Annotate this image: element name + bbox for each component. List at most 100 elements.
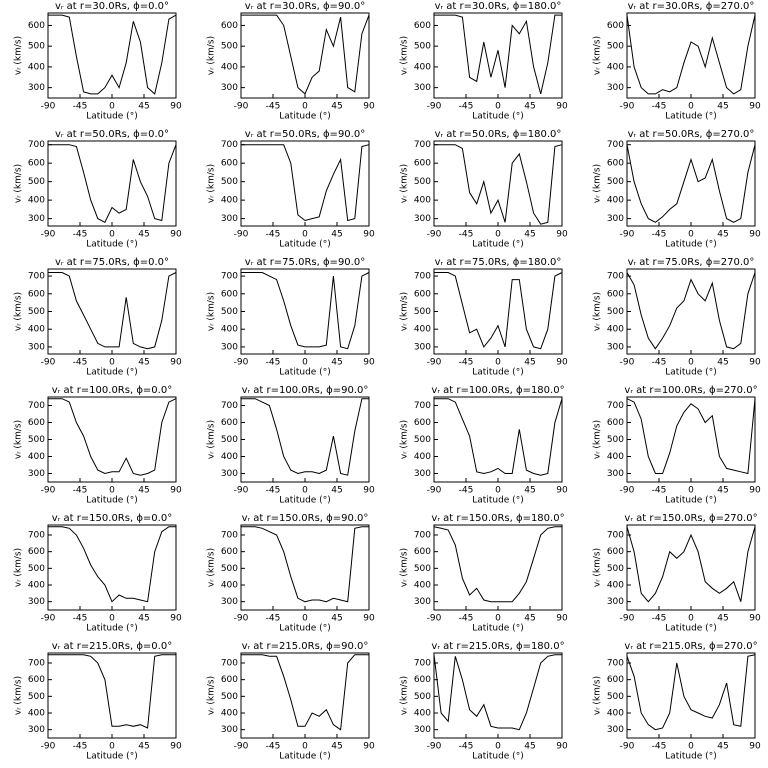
y-tick-label: 700 (607, 401, 624, 411)
chart-title: vᵣ at r=150.0Rs, ϕ=0.0° (52, 513, 172, 524)
y-axis-label: vᵣ (km/s) (14, 676, 24, 715)
x-tick-label: -45 (652, 230, 667, 240)
x-axis-label: Latitude (°) (472, 368, 523, 378)
x-axis-label: Latitude (°) (86, 624, 137, 634)
y-tick-label: 600 (28, 547, 45, 557)
y-tick-label: 600 (414, 547, 431, 557)
y-tick-label: 700 (221, 140, 238, 150)
y-tick-label: 500 (607, 564, 624, 574)
chart-title: vᵣ at r=215.0Rs, ϕ=270.0° (624, 641, 757, 652)
y-tick-label: 400 (607, 196, 624, 206)
y-axis-label: vᵣ (km/s) (14, 292, 24, 331)
x-tick-label: -90 (234, 486, 249, 496)
x-axis-label: Latitude (°) (472, 624, 523, 634)
x-tick-label: -45 (73, 230, 88, 240)
x-tick-label: -45 (459, 486, 474, 496)
y-tick-label: 400 (607, 325, 624, 335)
x-tick-label: 90 (363, 358, 375, 368)
y-tick-label: 400 (607, 581, 624, 591)
y-tick-label: 700 (414, 531, 431, 541)
y-tick-label: 700 (28, 140, 45, 150)
y-tick-label: 600 (414, 159, 431, 169)
y-tick-label: 400 (221, 581, 238, 591)
data-line (48, 14, 177, 95)
y-tick-label: 400 (607, 452, 624, 462)
x-tick-label: 45 (717, 358, 728, 368)
x-tick-label: 90 (556, 742, 568, 752)
y-tick-label: 300 (414, 83, 431, 93)
y-tick-label: 300 (607, 469, 624, 479)
data-line (626, 272, 756, 350)
y-tick-label: 300 (221, 469, 238, 479)
plot-frame (433, 140, 563, 227)
y-tick-label: 300 (607, 725, 624, 735)
x-tick-label: 90 (749, 230, 761, 240)
x-tick-label: -90 (620, 102, 635, 112)
x-tick-label: -90 (41, 358, 56, 368)
y-axis-label: vᵣ (km/s) (14, 420, 24, 459)
x-tick-label: 90 (363, 742, 375, 752)
y-axis-label: vᵣ (km/s) (207, 420, 217, 459)
data-line (626, 144, 756, 223)
y-tick-label: 300 (414, 342, 431, 352)
data-line (626, 398, 756, 475)
x-axis-label: Latitude (°) (279, 496, 330, 506)
x-tick-label: 0 (688, 614, 694, 624)
y-tick-label: 300 (28, 725, 45, 735)
x-axis-label: Latitude (°) (279, 112, 330, 122)
x-tick-label: -90 (620, 358, 635, 368)
x-tick-label: -45 (266, 102, 281, 112)
y-axis-label: vᵣ (km/s) (593, 164, 603, 203)
chart-title: vᵣ at r=75.0Rs, ϕ=0.0° (55, 257, 169, 268)
plot-frame (433, 396, 563, 483)
x-tick-label: 90 (363, 614, 375, 624)
y-tick-label: 600 (221, 289, 238, 299)
x-tick-label: 0 (688, 102, 694, 112)
x-tick-label: 45 (138, 614, 149, 624)
x-tick-label: -45 (459, 358, 474, 368)
x-tick-label: 0 (302, 742, 308, 752)
y-tick-label: 600 (414, 21, 431, 31)
y-axis-label: vᵣ (km/s) (14, 548, 24, 587)
y-tick-label: 700 (221, 531, 238, 541)
y-tick-label: 600 (414, 418, 431, 428)
plot-frame (626, 396, 756, 483)
x-tick-label: 0 (688, 230, 694, 240)
x-tick-label: -90 (427, 102, 442, 112)
data-line (48, 398, 177, 476)
x-tick-label: 90 (170, 358, 182, 368)
y-tick-label: 600 (221, 547, 238, 557)
x-tick-label: 90 (556, 358, 568, 368)
y-tick-label: 400 (28, 709, 45, 719)
x-tick-label: -45 (266, 614, 281, 624)
x-tick-label: 45 (331, 742, 342, 752)
y-tick-label: 300 (28, 469, 45, 479)
y-tick-label: 500 (221, 177, 238, 187)
x-tick-label: -90 (41, 614, 56, 624)
y-tick-label: 500 (414, 177, 431, 187)
x-tick-label: -45 (266, 486, 281, 496)
y-tick-label: 600 (414, 289, 431, 299)
y-tick-label: 600 (607, 21, 624, 31)
x-tick-label: 45 (524, 742, 535, 752)
x-tick-label: 0 (495, 358, 501, 368)
y-tick-label: 500 (28, 692, 45, 702)
y-tick-label: 300 (221, 214, 238, 224)
x-tick-label: -45 (73, 742, 88, 752)
x-axis-label: Latitude (°) (86, 496, 137, 506)
y-tick-label: 500 (28, 307, 45, 317)
y-axis-label: vᵣ (km/s) (400, 420, 410, 459)
y-tick-label: 700 (607, 140, 624, 150)
data-line (433, 526, 562, 603)
chart-title: vᵣ at r=150.0Rs, ϕ=180.0° (431, 513, 564, 524)
data-line (48, 654, 176, 729)
data-line (433, 654, 562, 731)
x-tick-label: 90 (170, 486, 182, 496)
y-tick-label: 700 (414, 272, 431, 282)
chart-title: vᵣ at r=30.0Rs, ϕ=0.0° (55, 1, 169, 12)
chart-title: vᵣ at r=30.0Rs, ϕ=180.0° (435, 1, 562, 12)
x-tick-label: 45 (717, 230, 728, 240)
y-tick-label: 600 (28, 159, 45, 169)
y-tick-label: 600 (221, 675, 238, 685)
